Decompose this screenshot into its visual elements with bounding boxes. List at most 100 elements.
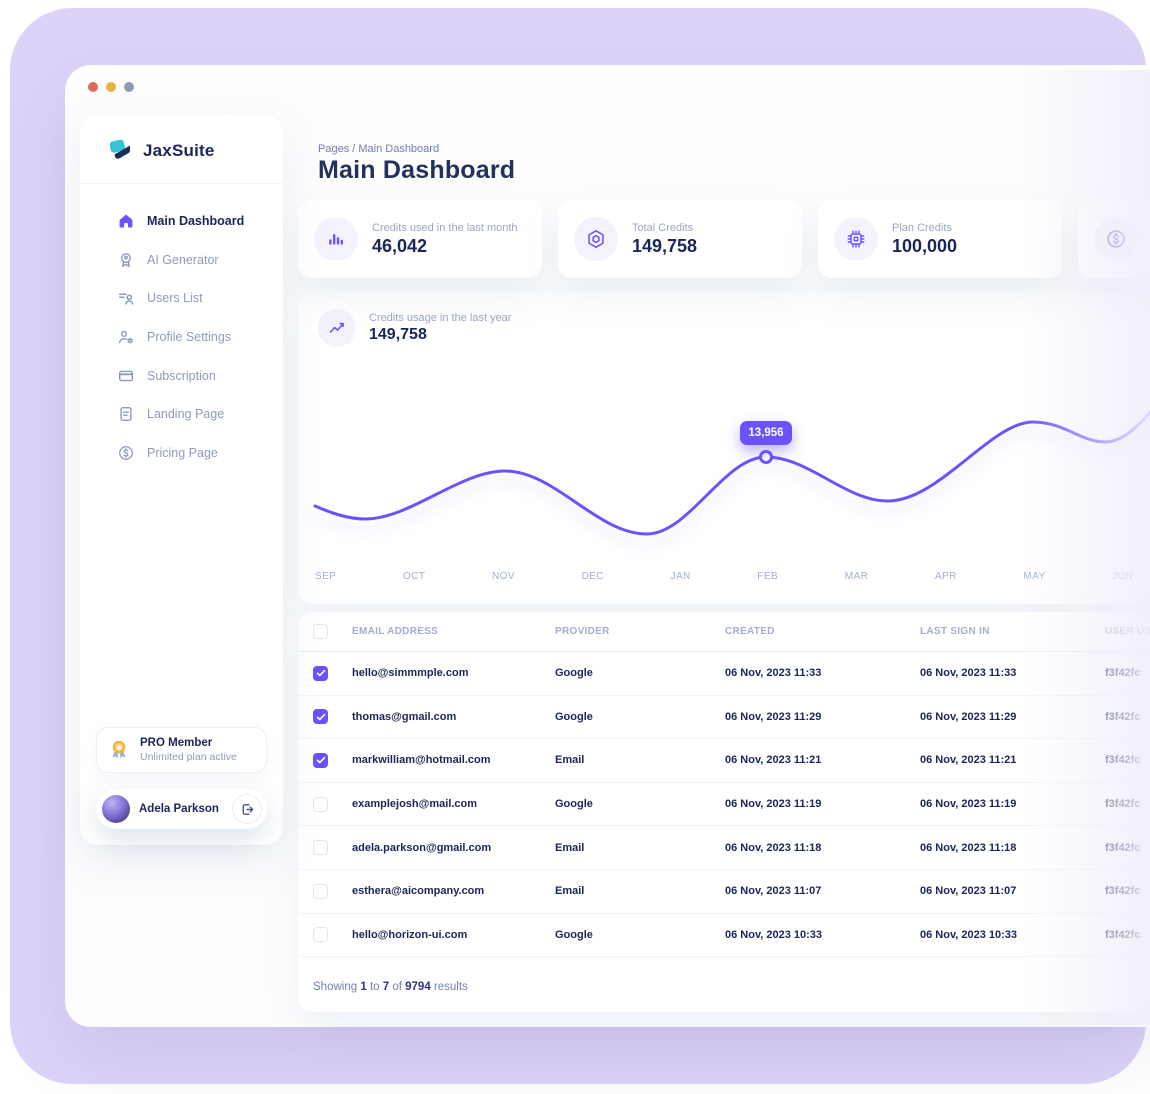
results-total: 9794 xyxy=(405,981,431,993)
cell-user-uid: f3f42fc xyxy=(1105,667,1141,680)
sidebar-nav-item-main-dashboard[interactable]: Main Dashboard xyxy=(80,202,283,241)
nav-item-label: Main Dashboard xyxy=(147,214,245,229)
document-icon xyxy=(118,406,134,422)
col-last-sign-in[interactable]: LAST SIGN IN xyxy=(920,626,990,637)
line-chart[interactable] xyxy=(298,380,1150,570)
sidebar-nav-item-pricing-page[interactable]: Pricing Page xyxy=(80,434,283,473)
cell-last-sign-in: 06 Nov, 2023 11:21 xyxy=(920,754,1017,767)
chart-marker-dot[interactable] xyxy=(759,450,773,464)
row-checkbox[interactable] xyxy=(313,709,328,725)
check-icon xyxy=(316,713,325,721)
col-provider[interactable]: PROVIDER xyxy=(555,626,610,637)
cell-email: hello@simmmple.com xyxy=(352,667,469,680)
pro-member-card: PRO Member Unlimited plan active xyxy=(96,727,267,773)
cell-user-uid: f3f42fc xyxy=(1105,841,1141,854)
nav-item-label: Pricing Page xyxy=(147,445,218,460)
table-row[interactable]: adela.parkson@gmail.com Email 06 Nov, 20… xyxy=(298,826,1150,870)
stat-card-plan-credits: Plan Credits 100,000 xyxy=(818,200,1062,278)
cell-created: 06 Nov, 2023 11:21 xyxy=(725,754,822,767)
cell-email: examplejosh@mail.com xyxy=(352,798,478,811)
user-profile[interactable]: Adela Parkson xyxy=(96,789,267,829)
x-axis-tick-label: MAR xyxy=(844,571,869,582)
person-gear-icon xyxy=(118,329,134,345)
table-row[interactable]: thomas@gmail.com Google 06 Nov, 2023 11:… xyxy=(298,696,1150,740)
medal-icon xyxy=(112,740,126,759)
logo-text: JaxSuite xyxy=(143,141,215,160)
logout-icon xyxy=(242,803,253,815)
row-checkbox[interactable] xyxy=(313,840,328,856)
col-created[interactable]: CREATED xyxy=(725,626,775,637)
cell-provider: Email xyxy=(555,885,585,898)
logout-button[interactable] xyxy=(232,794,262,824)
row-checkbox[interactable] xyxy=(313,752,328,768)
chart-header: Credits usage in the last year 149,758 xyxy=(298,292,1150,347)
col-email-address[interactable]: EMAIL ADDRESS xyxy=(352,626,439,637)
cell-created: 06 Nov, 2023 11:19 xyxy=(725,798,822,811)
sidebar: JaxSuite Main Dashboard AI Generator Use… xyxy=(80,115,283,845)
table-body: hello@simmmple.com Google 06 Nov, 2023 1… xyxy=(298,652,1150,958)
stat-card-total-credits: Total Credits 149,758 xyxy=(558,200,802,278)
window-controls xyxy=(88,82,134,92)
cell-created: 06 Nov, 2023 11:29 xyxy=(725,710,822,723)
cell-created: 06 Nov, 2023 10:33 xyxy=(725,928,823,941)
cell-provider: Email xyxy=(555,841,585,854)
sidebar-nav-item-ai-generator[interactable]: AI Generator xyxy=(80,241,283,280)
x-axis-tick-label: JUN xyxy=(1112,571,1133,582)
cell-user-uid: f3f42fc xyxy=(1105,798,1141,811)
x-axis-tick-label: SEP xyxy=(315,571,337,582)
chart-label: Credits usage in the last year xyxy=(369,312,512,324)
nav-item-label: Landing Page xyxy=(147,407,225,422)
row-checkbox[interactable] xyxy=(313,796,328,812)
stat-value: 100,000 xyxy=(892,235,958,256)
select-all-checkbox[interactable] xyxy=(313,624,328,639)
cell-email: hello@horizon-ui.com xyxy=(352,928,468,941)
pro-member-subtitle: Unlimited plan active xyxy=(140,751,237,763)
results-range-start: 1 xyxy=(360,981,367,993)
hexagon-icon xyxy=(574,217,618,261)
table-row[interactable]: hello@horizon-ui.com Google 06 Nov, 2023… xyxy=(298,914,1150,958)
stat-label: Plan Credits xyxy=(892,221,952,234)
chart-value: 149,758 xyxy=(369,326,427,343)
home-icon xyxy=(118,213,134,229)
minimize-window-button[interactable] xyxy=(106,82,116,92)
cell-last-sign-in: 06 Nov, 2023 11:18 xyxy=(920,841,1017,854)
chip-icon xyxy=(834,217,878,261)
cell-provider: Google xyxy=(555,667,593,680)
cell-email: adela.parkson@gmail.com xyxy=(352,841,492,854)
cell-last-sign-in: 06 Nov, 2023 11:19 xyxy=(920,798,1017,811)
logo: JaxSuite xyxy=(80,115,283,184)
cell-user-uid: f3f42fc xyxy=(1105,885,1141,898)
sidebar-nav-item-profile-settings[interactable]: Profile Settings xyxy=(80,318,283,357)
pro-member-title: PRO Member xyxy=(140,737,213,749)
sidebar-nav-item-users-list[interactable]: Users List xyxy=(80,279,283,318)
cell-created: 06 Nov, 2023 11:33 xyxy=(725,667,822,680)
close-window-button[interactable] xyxy=(88,82,98,92)
x-axis-tick-label: JAN xyxy=(670,571,691,582)
breadcrumb[interactable]: Pages / Main Dashboard xyxy=(318,143,440,155)
row-checkbox[interactable] xyxy=(313,927,328,943)
table-row[interactable]: hello@simmmple.com Google 06 Nov, 2023 1… xyxy=(298,652,1150,696)
row-checkbox[interactable] xyxy=(313,883,328,899)
sidebar-nav: Main Dashboard AI Generator Users List P… xyxy=(80,184,283,472)
stats-row: Credits used in the last month 46,042 To… xyxy=(298,200,1150,278)
table-row[interactable]: esthera@aicompany.com Email 06 Nov, 2023… xyxy=(298,870,1150,914)
sidebar-nav-item-landing-page[interactable]: Landing Page xyxy=(80,395,283,434)
sidebar-nav-item-subscription[interactable]: Subscription xyxy=(80,356,283,395)
row-checkbox[interactable] xyxy=(313,665,328,681)
dollar-circle-icon xyxy=(1094,217,1138,261)
table-row[interactable]: examplejosh@mail.com Google 06 Nov, 2023… xyxy=(298,783,1150,827)
maximize-window-button[interactable] xyxy=(124,82,134,92)
table-row[interactable]: markwilliam@hotmail.com Email 06 Nov, 20… xyxy=(298,739,1150,783)
results-to: to xyxy=(369,981,380,993)
nav-item-label: Users List xyxy=(147,291,203,306)
col-user-uid[interactable]: USER UID xyxy=(1105,626,1150,637)
stat-value: 46,042 xyxy=(372,235,428,256)
x-axis-tick-label: APR xyxy=(934,571,957,582)
x-axis-tick-label: OCT xyxy=(402,571,426,582)
cell-email: esthera@aicompany.com xyxy=(352,885,485,898)
cell-user-uid: f3f42fc xyxy=(1105,754,1141,767)
cell-last-sign-in: 06 Nov, 2023 11:29 xyxy=(920,710,1017,723)
cell-created: 06 Nov, 2023 11:18 xyxy=(725,841,822,854)
table-header: EMAIL ADDRESS PROVIDER CREATED LAST SIGN… xyxy=(298,612,1150,652)
chart-tooltip: 13,956 xyxy=(740,421,792,445)
